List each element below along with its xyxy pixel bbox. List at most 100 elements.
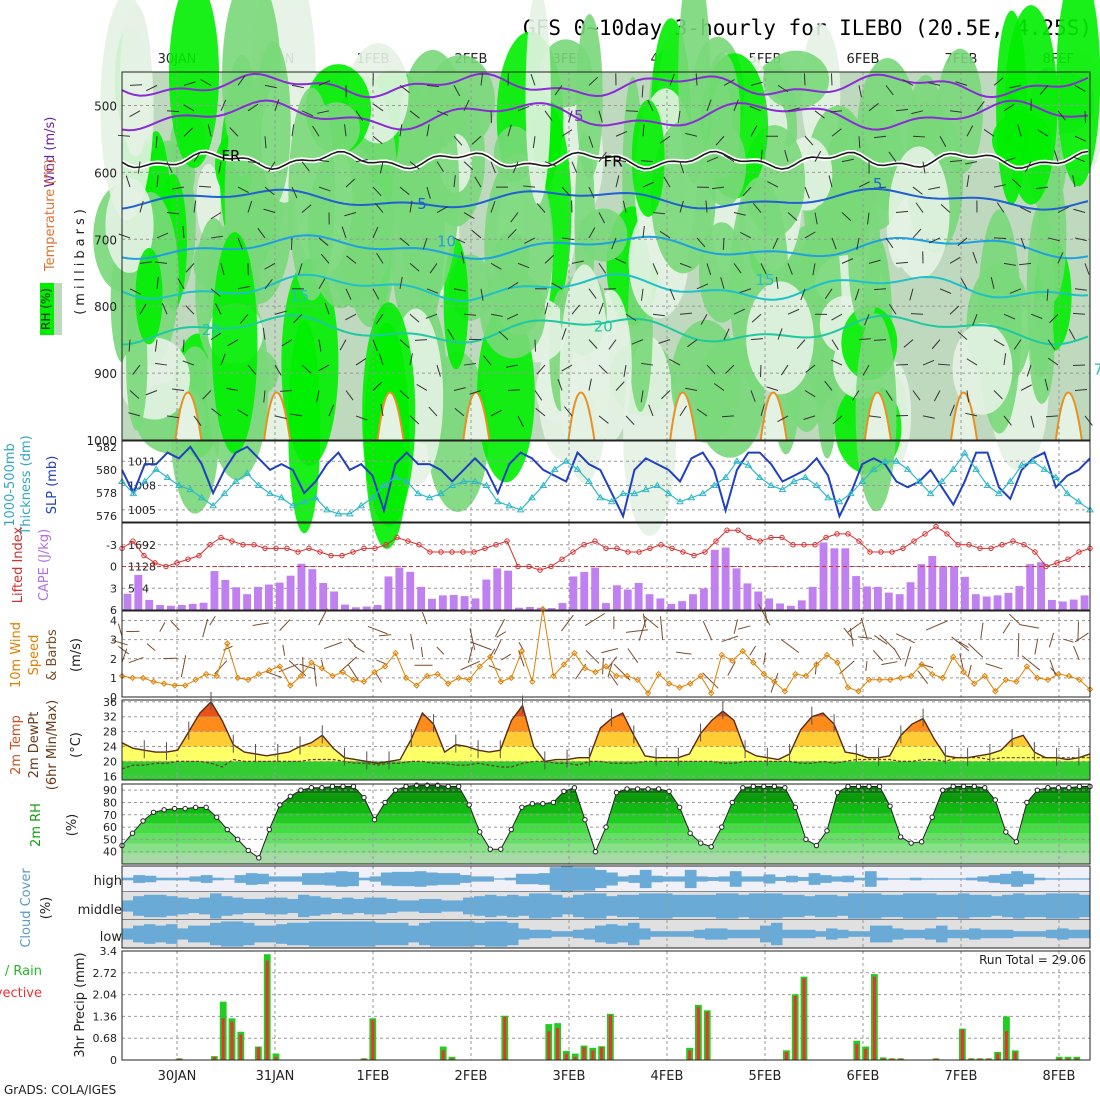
wind-barb (517, 262, 530, 269)
cloud-bar (958, 893, 970, 919)
wind-barb (912, 135, 926, 138)
cloud-bar (287, 922, 299, 946)
p2-left-tick: 580 (96, 464, 117, 477)
temp-contour-5 (121, 187, 1089, 211)
cloud-bar (650, 893, 662, 919)
precip-conv-bar (1013, 1051, 1017, 1060)
rh2m-point (571, 784, 578, 791)
precip-conv-bar (793, 995, 797, 1060)
rh-blob (746, 281, 814, 395)
cloud-bar (425, 872, 438, 886)
wind-barb (264, 84, 277, 89)
cloud-bar (474, 896, 486, 916)
rh2m-point (939, 787, 946, 793)
wind-speed-point (686, 680, 694, 687)
wind-barb (1074, 237, 1087, 242)
wind-barb (568, 110, 573, 123)
cape-bar (395, 567, 404, 610)
precip-conv-bar (855, 1043, 859, 1060)
wind-barb-10m (733, 619, 739, 634)
cloud-bar (364, 921, 376, 947)
cloud-bar (1057, 928, 1069, 940)
li-point (295, 549, 301, 555)
wind-barb (524, 237, 536, 244)
cloud-bar (628, 922, 640, 946)
wind-barb (1030, 313, 1043, 319)
cloud-bar (925, 928, 937, 940)
lifted-index-cape-panel: 630-356411281692 (106, 522, 1093, 617)
slp-point (835, 497, 844, 505)
wind-barb (291, 84, 304, 89)
wind-barb-10m (1021, 655, 1041, 671)
wind-barb (193, 151, 202, 162)
cloud-bar (353, 899, 365, 913)
rh2m-point (971, 783, 977, 790)
wind-barb (909, 288, 914, 301)
wind-barb (832, 415, 843, 425)
wind-barb-10m (159, 622, 166, 632)
wind-barb (523, 185, 536, 188)
slp-point (767, 481, 776, 489)
cloud-bar (133, 925, 145, 943)
wind-barb-10m (642, 613, 646, 628)
wind-barb (512, 161, 519, 173)
cloud-bar (504, 877, 517, 881)
li-point (691, 552, 697, 559)
cloud-bar (562, 897, 574, 915)
wind-barb (220, 99, 227, 112)
cloud-bar (797, 877, 810, 881)
li-point (856, 538, 862, 544)
p7-cloud-label: Cloud Cover (19, 868, 34, 948)
cloud-bar (831, 876, 843, 882)
cloud-bar (804, 929, 816, 939)
cloud-bar (870, 925, 882, 943)
slp-point (414, 489, 422, 497)
upper-air-panel: 500 600 700 800 900 1000 5 FR FR 5 5 10 15 15 20 20 70 (86, 0, 1100, 549)
cloud-bar (166, 924, 178, 944)
slp-point (129, 489, 138, 497)
wind-barb-10m (602, 657, 604, 675)
wind-barb (780, 364, 789, 376)
rh-blob (888, 146, 950, 279)
rh2m-point (561, 788, 567, 795)
cape-bar (275, 582, 284, 610)
wind-barb-10m (846, 621, 862, 633)
li-point (185, 556, 191, 562)
cloud-bar (925, 893, 937, 919)
rh2m-point (245, 847, 251, 854)
wind-barb (1084, 110, 1087, 123)
wind-barb (316, 390, 320, 403)
wind-barb (145, 390, 158, 396)
cape-bar (732, 568, 741, 610)
wind-speed-point (287, 682, 294, 689)
wind-barb (318, 364, 330, 372)
wind-barb (185, 263, 195, 273)
li-point (1021, 542, 1027, 548)
wind-speed-point (297, 672, 305, 680)
cape-bar (841, 548, 850, 610)
slp-point (1051, 473, 1060, 480)
rh2m-point (371, 816, 378, 823)
rh2m-point (319, 784, 325, 791)
wind-barb-10m (561, 614, 574, 632)
wind-barb (425, 313, 438, 319)
li-point (581, 542, 587, 548)
slp-point (471, 477, 479, 484)
cloud-bar (1046, 929, 1058, 939)
cape-bar (569, 576, 578, 610)
rh-blob (576, 14, 603, 179)
contour-label: 70 (1094, 360, 1100, 378)
cape-bar (950, 566, 958, 610)
wind-barb (1036, 186, 1049, 190)
wind-barb (409, 262, 420, 272)
wind-barb (422, 237, 428, 250)
wind-barb (379, 161, 384, 174)
wind-barb (831, 339, 839, 351)
wind-barb (990, 276, 995, 289)
cape-bar (145, 599, 154, 610)
cloud-bar (459, 875, 472, 883)
wind-barb (1039, 85, 1049, 95)
precip-conv-bar (573, 1056, 577, 1060)
wind-barb (345, 390, 354, 401)
wind-speed-point (876, 676, 883, 684)
